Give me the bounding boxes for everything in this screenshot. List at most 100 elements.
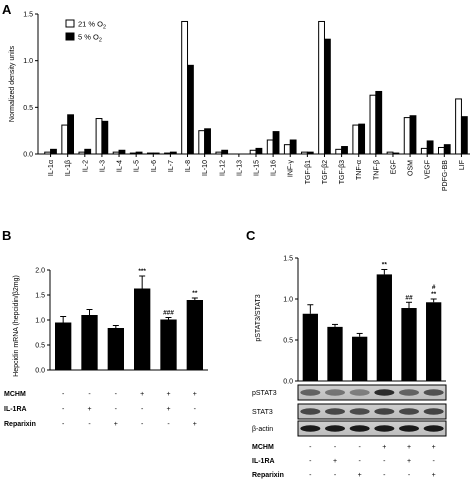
panel-a-bar-normoxia bbox=[181, 20, 189, 155]
panel-b-bar bbox=[186, 300, 203, 370]
panel-a-bar-normoxia bbox=[301, 151, 308, 155]
panel-b-treatment-sign: + bbox=[193, 421, 197, 428]
panel-a-bar-hypoxia bbox=[426, 140, 434, 155]
panel-b-chart: Hepcidin mRNA (hepcidin/β2mg) 0.0 0.5 1.0 1… bbox=[4, 268, 208, 428]
panel-c-treatment-sign: - bbox=[432, 458, 435, 465]
panel-a-bar-normoxia bbox=[164, 152, 171, 155]
panel-a-x-tick-label: TNF-α bbox=[356, 160, 363, 180]
panel-b-treatment-sign: + bbox=[166, 406, 170, 413]
panel-b-significance-mark: ### bbox=[163, 310, 174, 317]
panel-c-treatment-label: MCHM bbox=[252, 444, 274, 451]
panel-b-treatment-sign: - bbox=[88, 421, 91, 428]
panel-a-bar-normoxia bbox=[266, 139, 274, 155]
panel-c-bar bbox=[352, 336, 368, 381]
panel-a-bar-hypoxia bbox=[50, 148, 57, 155]
panel-c-treatment-sign: - bbox=[383, 472, 386, 479]
panel-a-bar-normoxia bbox=[369, 94, 377, 155]
panel-c-treatment-sign: - bbox=[408, 472, 411, 479]
panel-c-blot-band bbox=[300, 389, 321, 396]
panel-a-x-tick-label: IL-2 bbox=[82, 160, 89, 172]
panel-a-bar-hypoxia bbox=[392, 152, 400, 155]
panel-b-treatment-sign: + bbox=[114, 421, 118, 428]
panel-c-treatment-sign: - bbox=[334, 472, 337, 479]
panel-label-b: B bbox=[2, 228, 11, 243]
panel-a-chart: Normalized density units 0.0 0.5 1.0 1.5 IL-… bbox=[9, 12, 470, 191]
panel-a-y-tick-label: 1.5 bbox=[23, 12, 33, 19]
panel-a-y-tick-label: 1.0 bbox=[23, 58, 33, 65]
panel-c-blot-label: pSTAT3 bbox=[252, 390, 277, 397]
panel-a-bar-hypoxia bbox=[289, 139, 297, 155]
panel-a-bar-normoxia bbox=[352, 124, 360, 155]
panel-a-y-tick-label: 0.5 bbox=[23, 105, 33, 112]
panel-c-y-tick-label: 1.0 bbox=[283, 297, 293, 304]
panel-c-blot-band bbox=[325, 425, 345, 432]
panel-a-bar-normoxia bbox=[386, 151, 394, 155]
panel-c-blot-band bbox=[325, 408, 345, 415]
panel-a-bar-normoxia bbox=[437, 146, 445, 155]
panel-a-bar-hypoxia bbox=[341, 146, 348, 155]
panel-a-x-tick-label: IL-3 bbox=[99, 160, 106, 172]
panel-b-bar bbox=[134, 288, 151, 370]
panel-c-treatment-sign: - bbox=[309, 472, 312, 479]
panel-a-bar-normoxia bbox=[146, 152, 154, 155]
panel-b-treatment-sign: + bbox=[166, 391, 170, 398]
panel-a-bar-normoxia bbox=[78, 151, 86, 155]
panel-c-blot-band bbox=[423, 425, 444, 432]
panel-c-treatment-sign: + bbox=[333, 458, 337, 465]
panel-c-treatment-sign: - bbox=[358, 444, 361, 451]
panel-a-x-tick-label: INF-γ bbox=[288, 160, 295, 178]
panel-c-treatment-sign: + bbox=[407, 444, 411, 451]
panel-b-treatment-label: MCHM bbox=[4, 391, 26, 398]
panel-c-bar bbox=[302, 313, 318, 381]
panel-a-y-axis-label: Normalized density units bbox=[9, 45, 16, 122]
panel-a-bar-normoxia bbox=[198, 130, 206, 155]
panel-a-legend-swatch bbox=[65, 19, 75, 28]
panel-a-legend-subscript: 2 bbox=[103, 25, 106, 31]
panel-b-treatment-sign: - bbox=[194, 406, 197, 413]
panel-a-bar-hypoxia bbox=[101, 120, 109, 155]
panel-c-chart: pSTAT3/STAT3 0.00.51.01.5**## **#pSTAT3ST… bbox=[252, 256, 447, 479]
panel-a-bar-normoxia bbox=[318, 20, 325, 155]
panel-c-treatment-label: IL-1RA bbox=[252, 458, 275, 465]
panel-a-bar-normoxia bbox=[283, 144, 291, 155]
panel-c-treatment-sign: - bbox=[383, 458, 386, 465]
panel-c-blot-band bbox=[374, 425, 395, 432]
panel-c-y-tick-label: 0.5 bbox=[283, 338, 293, 345]
panel-a-bar-hypoxia bbox=[375, 90, 383, 155]
panel-b-treatment-sign: - bbox=[62, 421, 65, 428]
panel-c-y-axis-label: pSTAT3/STAT3 bbox=[255, 294, 262, 341]
panel-a-x-tick-label: IL-6 bbox=[151, 160, 158, 172]
panel-b-y-tick-label: 0.0 bbox=[35, 368, 45, 375]
panel-b-bar bbox=[160, 319, 177, 370]
panel-c-significance-mark-secondary: # bbox=[432, 284, 436, 291]
panel-a-x-tick-label: IL-12 bbox=[219, 160, 226, 176]
panel-a-bar-hypoxia bbox=[358, 123, 366, 155]
panel-a-bar-hypoxia bbox=[306, 151, 314, 155]
panel-a-x-tick-label: IL-10 bbox=[202, 160, 209, 176]
panel-a-x-tick-label: IL-13 bbox=[236, 160, 243, 176]
panel-b-treatment-sign: - bbox=[141, 406, 144, 413]
panel-c-blot-band bbox=[349, 425, 370, 432]
panel-a-x-tick-label: OSM bbox=[408, 160, 415, 176]
panel-a-bar-hypoxia bbox=[118, 149, 126, 155]
panel-b-bar bbox=[107, 328, 124, 370]
panel-a-x-tick-label: PDFG-BB bbox=[442, 160, 449, 191]
panel-c-treatment-sign: - bbox=[309, 444, 312, 451]
panel-b-treatment-sign: - bbox=[141, 421, 144, 428]
panel-b-treatment-label: IL-1RA bbox=[4, 406, 27, 413]
panel-b-y-tick-label: 1.0 bbox=[35, 318, 45, 325]
panel-c-treatment-sign: - bbox=[334, 444, 337, 451]
panel-b-significance-mark: *** bbox=[138, 268, 146, 275]
panel-c-blot-label: STAT3 bbox=[252, 409, 273, 416]
panel-a-x-tick-label: TGF-β2 bbox=[322, 160, 329, 184]
panel-a-x-tick-label: LIF bbox=[459, 160, 466, 170]
panel-a-x-tick-label: TGF-β1 bbox=[305, 160, 312, 184]
panel-a-x-tick-label: EGF bbox=[390, 160, 397, 174]
panel-c-treatment-sign: + bbox=[382, 444, 386, 451]
panel-a-bar-normoxia bbox=[420, 147, 428, 155]
panel-b-bar bbox=[81, 315, 98, 370]
panel-b-treatment-sign: - bbox=[88, 391, 91, 398]
panel-a-bar-hypoxia bbox=[204, 128, 211, 155]
panel-b-treatment-sign: + bbox=[140, 391, 144, 398]
panel-a-x-tick-label: IL-15 bbox=[254, 160, 261, 176]
